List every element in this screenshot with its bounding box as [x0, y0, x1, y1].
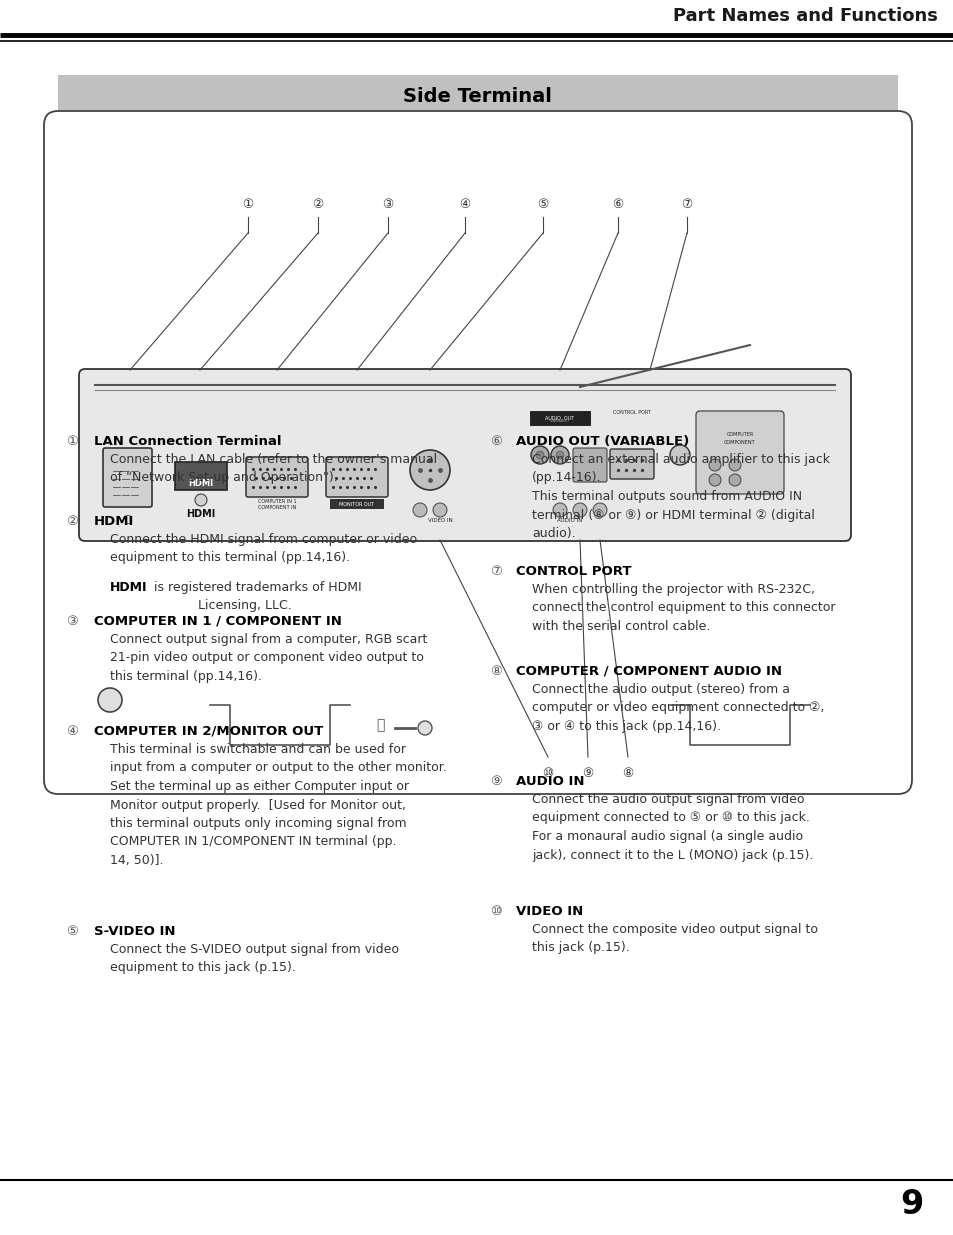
- Text: HDMI: HDMI: [94, 515, 134, 529]
- FancyBboxPatch shape: [44, 111, 911, 794]
- Text: Connect the composite video output signal to
this jack (p.15).: Connect the composite video output signa…: [532, 923, 817, 955]
- Bar: [58, 75, 897, 117]
- Text: HDMI: HDMI: [186, 509, 215, 519]
- Text: AUDIO IN: AUDIO IN: [557, 517, 582, 522]
- Text: COMPUTER IN 1 / COMPONENT IN: COMPUTER IN 1 / COMPONENT IN: [94, 615, 341, 629]
- Circle shape: [410, 450, 450, 490]
- FancyBboxPatch shape: [246, 457, 308, 496]
- Text: ⑥: ⑥: [490, 435, 501, 448]
- Bar: [330, 499, 384, 509]
- Text: COMPUTER IN 2: COMPUTER IN 2: [337, 499, 375, 504]
- Text: LAN Connection Terminal: LAN Connection Terminal: [94, 435, 281, 448]
- Circle shape: [708, 474, 720, 487]
- Circle shape: [551, 446, 568, 464]
- Circle shape: [573, 503, 586, 517]
- Text: ⑨: ⑨: [581, 767, 593, 781]
- Text: Connect the LAN cable (refer to the owner’s manual
of "Network Set-up and Operat: Connect the LAN cable (refer to the owne…: [110, 453, 436, 484]
- Text: Side Terminal: Side Terminal: [402, 86, 551, 105]
- Text: ①: ①: [242, 198, 253, 211]
- Text: ⑩: ⑩: [490, 905, 501, 918]
- Text: ⑥: ⑥: [612, 198, 623, 211]
- Bar: [174, 462, 227, 490]
- Text: COMPUTER / COMPONENT AUDIO IN: COMPUTER / COMPONENT AUDIO IN: [516, 664, 781, 678]
- Text: ②: ②: [312, 198, 323, 211]
- Circle shape: [556, 451, 563, 459]
- Text: ⑤: ⑤: [66, 925, 78, 939]
- Text: S-VIDEO IN: S-VIDEO IN: [94, 925, 175, 939]
- Text: AUDIO  OUT: AUDIO OUT: [545, 415, 574, 420]
- Text: ⑩: ⑩: [542, 767, 553, 781]
- Circle shape: [669, 445, 689, 466]
- Text: ⑦: ⑦: [490, 564, 501, 578]
- Text: COMPUTER IN 2/MONITOR OUT: COMPUTER IN 2/MONITOR OUT: [94, 725, 323, 739]
- Text: This terminal is switchable and can be used for
input from a computer or output : This terminal is switchable and can be u…: [110, 743, 446, 867]
- Circle shape: [413, 503, 427, 517]
- Text: MONITOR OUT: MONITOR OUT: [339, 501, 375, 506]
- Bar: [530, 411, 589, 425]
- Text: Connect the audio output signal from video
equipment connected to ⑤ or ⑩ to this: Connect the audio output signal from vid…: [532, 793, 813, 862]
- Circle shape: [708, 459, 720, 471]
- Text: is registered trademarks of HDMI
            Licensing, LLC.: is registered trademarks of HDMI Licensi…: [150, 580, 361, 613]
- FancyBboxPatch shape: [79, 369, 850, 541]
- Text: (VARIABLE): (VARIABLE): [550, 419, 569, 424]
- Text: VIDEO IN: VIDEO IN: [516, 905, 582, 918]
- Text: Connect the S-VIDEO output signal from video
equipment to this jack (p.15).: Connect the S-VIDEO output signal from v…: [110, 944, 398, 974]
- Text: CONTROL PORT: CONTROL PORT: [516, 564, 631, 578]
- Text: COMPUTER IN 1: COMPUTER IN 1: [257, 499, 296, 504]
- Circle shape: [553, 503, 566, 517]
- FancyBboxPatch shape: [696, 411, 783, 494]
- Text: ⑤: ⑤: [537, 198, 548, 211]
- Text: Part Names and Functions: Part Names and Functions: [673, 7, 937, 25]
- Text: HDMI: HDMI: [110, 580, 148, 594]
- Text: 9: 9: [900, 1188, 923, 1221]
- Text: COMPUTER: COMPUTER: [725, 432, 753, 437]
- Text: COMPONENT IN: COMPONENT IN: [257, 505, 295, 510]
- Circle shape: [531, 446, 548, 464]
- Text: COMPONENT: COMPONENT: [723, 441, 755, 446]
- Circle shape: [728, 474, 740, 487]
- Text: CONTROL PORT: CONTROL PORT: [613, 410, 650, 415]
- FancyBboxPatch shape: [609, 450, 654, 479]
- FancyBboxPatch shape: [573, 448, 606, 482]
- Circle shape: [536, 451, 543, 459]
- Text: AUDIO OUT (VARIABLE): AUDIO OUT (VARIABLE): [516, 435, 688, 448]
- Text: ③: ③: [382, 198, 394, 211]
- Circle shape: [98, 688, 122, 713]
- Text: Connect output signal from a computer, RGB scart
21-pin video output or componen: Connect output signal from a computer, R…: [110, 634, 427, 683]
- Text: VIDEO IN: VIDEO IN: [427, 517, 452, 522]
- Text: ⑧: ⑧: [490, 664, 501, 678]
- Circle shape: [194, 494, 207, 506]
- Text: ④: ④: [459, 198, 470, 211]
- Text: HDMI: HDMI: [189, 478, 213, 488]
- Text: ②: ②: [66, 515, 78, 529]
- Text: When controlling the projector with RS-232C,
connect the control equipment to th: When controlling the projector with RS-2…: [532, 583, 835, 634]
- Circle shape: [728, 459, 740, 471]
- Text: ④: ④: [66, 725, 78, 739]
- Text: AUDIO IN: AUDIO IN: [516, 776, 584, 788]
- Text: Connect the HDMI signal from computer or video
equipment to this terminal (pp.14: Connect the HDMI signal from computer or…: [110, 534, 416, 564]
- Text: ①: ①: [66, 435, 78, 448]
- FancyBboxPatch shape: [103, 448, 152, 508]
- Text: ③: ③: [66, 615, 78, 629]
- Text: ⑧: ⑧: [621, 767, 633, 781]
- Circle shape: [417, 721, 432, 735]
- Text: 🔒: 🔒: [375, 718, 384, 732]
- Circle shape: [433, 503, 447, 517]
- Text: Connect the audio output (stereo) from a
computer or video equipment connected t: Connect the audio output (stereo) from a…: [532, 683, 823, 734]
- Text: 品: 品: [124, 513, 130, 522]
- Text: Connect an external audio amplifier to this jack
(pp.14-16).
This terminal outpu: Connect an external audio amplifier to t…: [532, 453, 829, 540]
- Text: ⑨: ⑨: [490, 776, 501, 788]
- Text: ⑦: ⑦: [680, 198, 692, 211]
- FancyBboxPatch shape: [326, 457, 388, 496]
- Circle shape: [593, 503, 606, 517]
